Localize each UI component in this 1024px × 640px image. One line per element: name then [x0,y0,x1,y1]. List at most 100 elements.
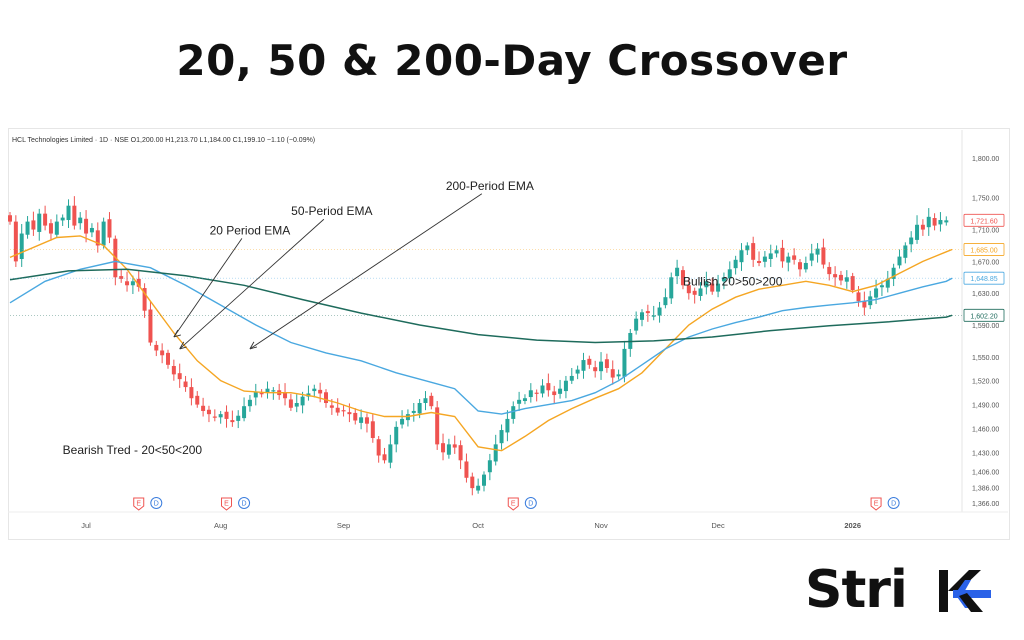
candle-body [411,410,416,413]
candle-body [716,283,721,292]
candle-body [528,390,533,398]
candle-body [599,361,604,372]
candle-body [476,485,481,491]
candle-body [862,301,867,308]
candle-body [288,399,293,408]
candle-body [177,373,182,380]
y-tick-label: 1,386.00 [972,485,999,492]
candle-body [616,374,621,377]
candle-body [265,388,270,393]
candle-body [634,318,639,331]
candle-body [493,444,498,462]
candle-body [663,297,668,306]
candle-body [593,367,598,372]
candle-body [370,421,375,439]
ema-50-line [9,260,953,415]
candle-body [19,233,24,259]
candle-body [686,285,691,294]
price-badge-label: 1,685.00 [970,247,997,254]
y-tick-label: 1,590.00 [972,323,999,330]
candle-body [84,218,89,234]
candle-body [558,388,563,394]
candle-body [429,395,434,407]
y-tick-label: 1,366.00 [972,501,999,508]
candle-body [487,460,492,473]
annotation-arrowhead [249,341,258,350]
candle-body [446,444,451,455]
annotation-label: Bullish 20>50>200 [683,274,783,288]
candle-body [745,245,750,251]
candle-body [423,398,428,404]
earnings-marker-icon [870,497,882,511]
candle-body [511,406,516,419]
candle-body [780,247,785,262]
candle-body [482,474,486,486]
earnings-marker-label: E [511,501,516,508]
price-badge-label: 1,721.60 [970,218,997,225]
candle-body [37,213,42,232]
candle-body [60,217,65,221]
candle-body [856,292,861,302]
candle-body [464,461,469,478]
candle-body [833,274,838,278]
candle-body [236,415,241,421]
candle-body [8,215,12,222]
candle-body [31,220,36,230]
candle-body [388,444,393,463]
candle-body [903,245,908,258]
candle-body [657,307,662,316]
candle-body [142,288,147,311]
candle-body [212,416,217,418]
candle-body [43,213,48,226]
candle-body [458,445,463,461]
candle-body [692,290,697,295]
candle-body [540,385,545,394]
candle-body [48,223,53,234]
candle-body [505,418,510,433]
candle-body [675,267,680,277]
y-tick-label: 1,520.00 [972,379,999,386]
strike-logo-k-arrow-icon [939,570,991,612]
y-tick-label: 1,710.00 [972,228,999,235]
annotation-label: 20 Period EMA [210,223,291,237]
candle-body [669,277,674,299]
y-tick-label: 1,550.00 [972,355,999,362]
annotation-label: 200-Period EMA [446,179,534,193]
annotation-label: 50-Period EMA [291,204,372,218]
x-tick-label: Jul [81,521,91,530]
ema-20-line [9,235,953,452]
x-tick-label: Sep [337,521,350,530]
candle-body [154,344,159,351]
candle-body [300,396,305,406]
candle-body [546,383,551,391]
x-tick-label: Oct [472,521,485,530]
candle-body [757,260,762,263]
candle-body [242,406,247,419]
candle-body [604,359,609,368]
dividend-marker-label: D [154,501,159,508]
y-tick-label: 1,670.00 [972,259,999,266]
candle-body [897,256,902,266]
candle-body [166,352,170,365]
chart-header-ohlc: HCL Technologies Limited · 1D · NSE O1,2… [12,137,316,144]
candle-body [201,405,206,411]
candle-body [359,417,364,423]
candle-body [885,278,890,288]
candle-body [130,281,135,286]
candle-body [920,224,925,230]
y-tick-label: 1,490.00 [972,403,999,410]
ema-200-line [9,268,953,344]
candle-body [452,444,457,448]
candle-body [909,237,914,245]
candle-body [136,278,141,287]
candle-body [417,403,422,414]
candle-body [569,375,574,381]
candle-body [640,312,644,320]
candle-body [224,411,229,419]
candle-body [107,219,112,238]
candle-body [774,250,779,254]
price-badge [963,308,1005,322]
candle-body [739,250,744,263]
candle-body [54,221,59,235]
candle-body [552,391,557,396]
